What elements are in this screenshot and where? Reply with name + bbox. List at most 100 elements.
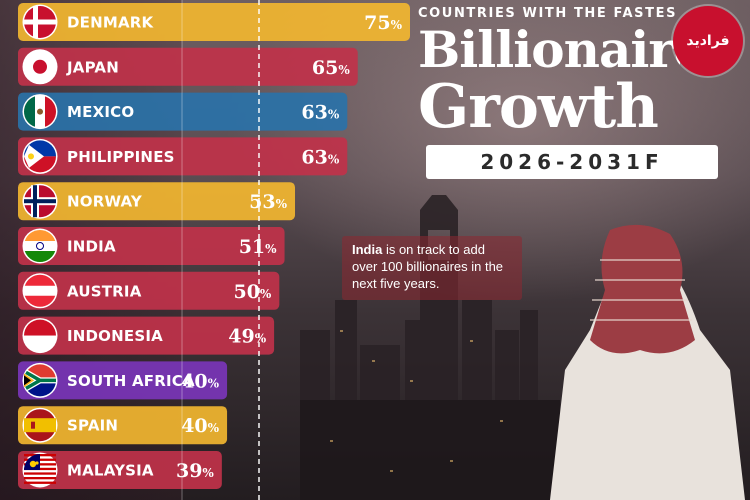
- value-suffix: %: [255, 332, 267, 346]
- category-label: MALAYSIA: [67, 462, 154, 480]
- category-label: NORWAY: [67, 193, 143, 211]
- flag-red-bottom: [24, 295, 56, 307]
- value-label: 40%: [181, 415, 219, 437]
- norway-flag-icon: [24, 185, 56, 218]
- bar-row: NORWAY 53%: [18, 182, 296, 221]
- bar: [18, 47, 358, 86]
- bar-row: DENMARK 75%: [18, 3, 410, 41]
- value-suffix: %: [260, 287, 272, 301]
- bar-row: SPAIN 40%: [18, 406, 228, 445]
- flag-crescent: [29, 460, 37, 468]
- bar: [18, 406, 228, 445]
- period-badge: 2026-2031F: [426, 145, 718, 179]
- flag-cross-h: [24, 199, 56, 204]
- value-label: 49%: [228, 326, 266, 348]
- flag-chakra: [36, 242, 44, 250]
- value-label: 65%: [312, 57, 350, 79]
- category-label: INDIA: [67, 238, 116, 256]
- category-label: SOUTH AFRICA: [67, 372, 195, 390]
- value-suffix: %: [208, 421, 220, 435]
- flag-emblem: [31, 421, 35, 429]
- value-label: 75%: [364, 12, 402, 34]
- flag-white: [24, 335, 56, 352]
- bar: [18, 3, 410, 41]
- flag-stripe: [24, 472, 56, 475]
- flag-star: [35, 461, 39, 465]
- flag-green-y: [25, 370, 56, 390]
- title-line-2: Growth: [418, 72, 659, 142]
- indonesia-flag-icon: [24, 319, 56, 352]
- bar: [18, 137, 348, 176]
- value-suffix: %: [328, 152, 340, 166]
- bar-row: INDONESIA 49%: [18, 316, 275, 355]
- bar: [18, 271, 280, 310]
- value-label: 40%: [181, 370, 219, 392]
- bar: [18, 361, 228, 400]
- flag-black: [24, 375, 31, 386]
- south-africa-flag-icon: [24, 364, 56, 397]
- bar: [18, 182, 296, 221]
- flag-green: [24, 251, 56, 263]
- category-label: SPAIN: [67, 417, 118, 435]
- bar-row: AUSTRIA 50%: [18, 271, 280, 310]
- bar: [18, 227, 285, 265]
- bar-row: MALAYSIA 39%: [18, 451, 222, 489]
- flag-sun: [28, 153, 34, 160]
- bar: [18, 92, 348, 131]
- bar-row: INDIA 51%: [18, 227, 285, 265]
- bar-row: JAPAN 65%: [18, 47, 358, 86]
- value-label: 39%: [176, 460, 214, 482]
- note-highlight: India: [352, 242, 383, 257]
- flag-red: [24, 319, 56, 336]
- flag-red-top: [24, 274, 56, 286]
- flag-yellow: [24, 418, 56, 433]
- category-label: MEXICO: [67, 103, 134, 121]
- philippines-flag-icon: [24, 140, 56, 173]
- austria-flag-icon: [24, 274, 56, 307]
- value-suffix: %: [328, 108, 340, 122]
- bar-row: MEXICO 63%: [18, 92, 348, 131]
- value-suffix: %: [391, 18, 403, 32]
- headline-kicker: COUNTRIES WITH THE FASTES: [418, 6, 678, 21]
- value-label: 50%: [233, 281, 271, 303]
- logo: فرادید: [673, 6, 743, 76]
- value-suffix: %: [265, 242, 277, 256]
- value-label: 63%: [301, 146, 339, 168]
- category-label: AUSTRIA: [67, 282, 142, 300]
- value-label: 51%: [239, 236, 277, 258]
- flag-green: [23, 96, 35, 127]
- man-silhouette: [550, 224, 745, 500]
- flag-stripe: [24, 477, 56, 480]
- value-suffix: %: [338, 63, 350, 77]
- bar: [18, 316, 275, 355]
- flag-sun: [33, 59, 47, 74]
- india-annotation: India is on track to add over 100 billio…: [342, 236, 522, 300]
- spain-flag-icon: [24, 409, 56, 442]
- japan-flag-icon: [24, 50, 56, 83]
- headline: COUNTRIES WITH THE FASTES Billionaire Gr…: [418, 6, 748, 179]
- value-suffix: %: [208, 376, 220, 390]
- bar: [18, 451, 222, 489]
- category-label: JAPAN: [66, 58, 119, 76]
- category-label: DENMARK: [67, 14, 155, 32]
- value-suffix: %: [276, 197, 288, 211]
- title-line-1: Billionaire: [418, 23, 680, 77]
- category-label: INDONESIA: [67, 327, 163, 345]
- denmark-flag-icon: [24, 6, 56, 38]
- malaysia-flag-icon: [24, 454, 56, 486]
- flag-saffron: [24, 229, 56, 241]
- flag-emblem: [37, 108, 43, 115]
- note-text: is on track to add over 100 billionaires…: [352, 242, 504, 291]
- flag-red: [45, 96, 57, 127]
- value-suffix: %: [202, 466, 214, 480]
- mexico-flag-icon: [23, 95, 57, 128]
- flag-cross-h: [24, 19, 56, 25]
- value-label: 63%: [301, 102, 339, 124]
- bar-row: PHILIPPINES 63%: [18, 137, 348, 176]
- category-label: PHILIPPINES: [67, 148, 175, 166]
- logo-text: فرادید: [686, 33, 730, 49]
- flag-stripe: [24, 481, 56, 484]
